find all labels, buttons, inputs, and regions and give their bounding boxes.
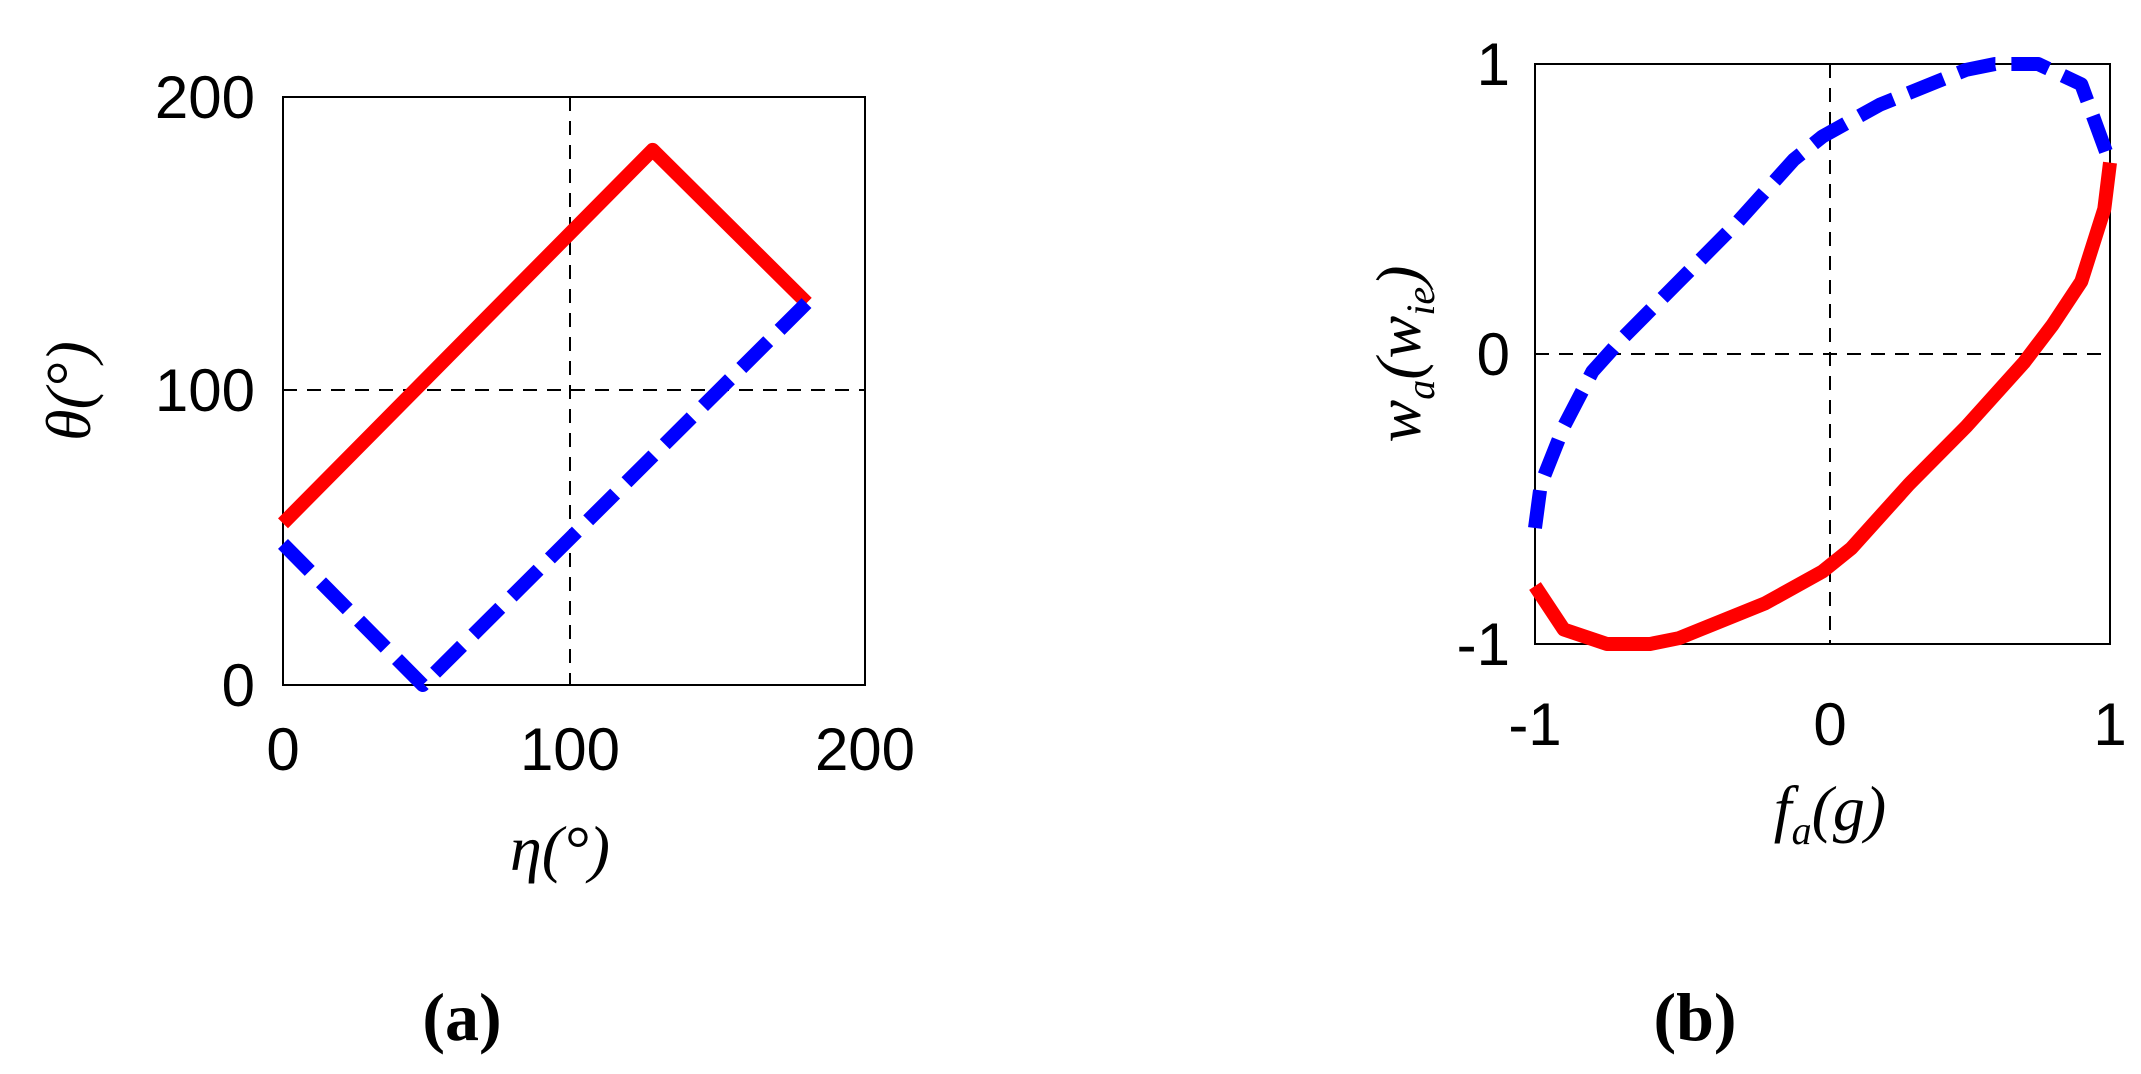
series-group (1528, 57, 2117, 651)
y-axis-label: wa(wie) (1363, 266, 1443, 443)
y-tick-label: 100 (155, 357, 255, 424)
x-tick-label: 200 (815, 716, 915, 783)
panel-label: (a) (422, 979, 501, 1055)
y-tick-label: -1 (1457, 611, 1510, 678)
series-line-solid (1529, 161, 2117, 651)
x-axis-label: fa(g) (1774, 773, 1886, 853)
x-tick-label: 100 (520, 716, 620, 783)
plot-frame (282, 96, 866, 686)
y-tick-label: 1 (1477, 31, 1510, 98)
x-tick-label: 1 (2093, 691, 2126, 758)
y-tick-label: 200 (155, 64, 255, 131)
series-line-dashed (1528, 57, 2117, 529)
x-tick-label: 0 (1813, 691, 1846, 758)
series-group (278, 142, 812, 692)
x-tick-label: -1 (1508, 691, 1561, 758)
series-line-solid (278, 142, 812, 529)
x-axis-label: η(°) (510, 813, 610, 884)
plot-frame (1534, 63, 2111, 645)
y-tick-label: 0 (222, 652, 255, 719)
series-line-dashed (278, 297, 812, 692)
panel-a: 0 100 200 0 100 200 η(°) θ(°) (a) (33, 64, 915, 1055)
panel-b: -1 0 1 -1 0 1 fa(g) wa(wie) (b) (1363, 31, 2127, 1055)
x-tick-label: 0 (266, 716, 299, 783)
y-axis-label: θ(°) (33, 341, 104, 441)
y-tick-label: 0 (1477, 321, 1510, 388)
panel-label: (b) (1653, 979, 1736, 1055)
